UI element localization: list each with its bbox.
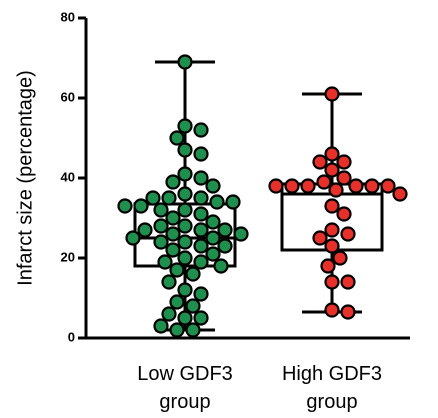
data-point <box>205 178 221 194</box>
data-point <box>217 238 233 254</box>
data-point <box>320 258 336 274</box>
data-point <box>169 322 185 338</box>
data-point <box>177 166 193 182</box>
data-point <box>336 170 352 186</box>
data-point <box>392 186 408 202</box>
data-point <box>205 246 221 262</box>
data-point <box>177 118 193 134</box>
x-tick-label: High GDF3 group <box>281 363 383 413</box>
data-point <box>161 274 177 290</box>
data-point <box>177 218 193 234</box>
data-point <box>193 286 209 302</box>
data-point <box>185 298 201 314</box>
data-point <box>185 322 201 338</box>
data-point <box>332 250 348 266</box>
data-point <box>161 190 177 206</box>
data-point <box>193 254 209 270</box>
x-tick-label: Low GDF3 group <box>137 363 233 413</box>
data-point <box>153 218 169 234</box>
data-point <box>217 222 233 238</box>
data-point <box>324 86 340 102</box>
y-tick-label: 20 <box>61 249 75 264</box>
data-point <box>300 178 316 194</box>
data-point <box>145 190 161 206</box>
data-point <box>133 198 149 214</box>
data-point <box>169 130 185 146</box>
y-axis-label: Infarct size (percentage) <box>14 70 36 286</box>
data-point <box>125 230 141 246</box>
data-point <box>193 170 209 186</box>
data-point <box>177 282 193 298</box>
data-point <box>193 122 209 138</box>
data-point <box>336 154 352 170</box>
data-point <box>177 54 193 70</box>
data-point <box>284 178 300 194</box>
data-point <box>193 222 209 238</box>
data-point <box>137 222 153 238</box>
y-tick-label: 80 <box>61 9 75 24</box>
data-point <box>233 226 249 242</box>
data-point <box>312 154 328 170</box>
data-point <box>169 262 185 278</box>
data-point <box>348 178 364 194</box>
data-point <box>316 174 332 190</box>
data-point <box>165 226 181 242</box>
data-point <box>312 230 328 246</box>
y-tick-label: 60 <box>61 89 75 104</box>
data-point <box>268 178 284 194</box>
data-point <box>324 222 340 238</box>
data-point <box>193 310 209 326</box>
data-point <box>205 214 221 230</box>
data-point <box>165 174 181 190</box>
data-point <box>340 274 356 290</box>
data-point <box>153 202 169 218</box>
data-point <box>169 294 185 310</box>
data-point <box>177 186 193 202</box>
data-point <box>209 194 225 210</box>
data-point <box>193 190 209 206</box>
data-point <box>205 230 221 246</box>
data-point <box>324 146 340 162</box>
data-point <box>324 162 340 178</box>
y-tick-label: 0 <box>68 329 75 344</box>
data-point <box>340 304 356 320</box>
data-point <box>380 178 396 194</box>
data-point <box>324 198 340 214</box>
data-point <box>161 306 177 322</box>
data-point <box>364 178 380 194</box>
y-tick-label: 40 <box>61 169 75 184</box>
data-point <box>165 242 181 258</box>
data-point <box>177 310 193 326</box>
data-point <box>157 254 173 270</box>
data-point <box>117 198 133 214</box>
data-point <box>225 194 241 210</box>
data-point <box>340 226 356 242</box>
data-point <box>165 210 181 226</box>
data-point <box>193 206 209 222</box>
data-point <box>153 318 169 334</box>
data-point <box>185 266 201 282</box>
data-point <box>177 250 193 266</box>
data-point <box>324 274 340 290</box>
data-point <box>177 234 193 250</box>
data-point <box>193 146 209 162</box>
data-point <box>193 238 209 254</box>
data-point <box>177 142 193 158</box>
data-point <box>328 182 344 198</box>
data-point <box>336 206 352 222</box>
data-point <box>213 258 229 274</box>
data-point <box>177 202 193 218</box>
data-point <box>324 238 340 254</box>
data-point <box>153 234 169 250</box>
data-point <box>324 302 340 318</box>
